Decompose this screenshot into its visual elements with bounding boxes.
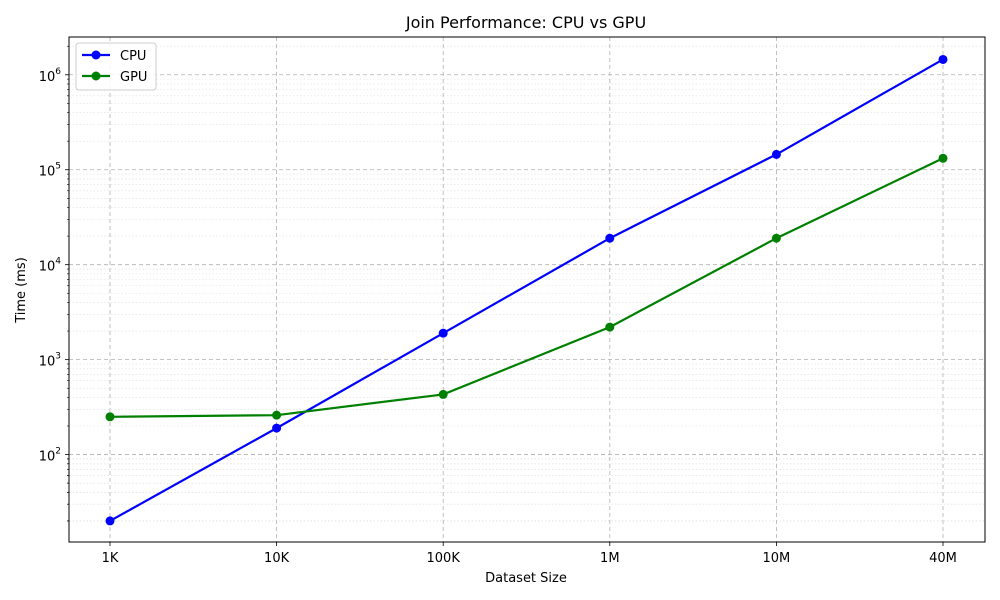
x-tick-label: 1K bbox=[102, 551, 119, 566]
gpu-data-point bbox=[272, 410, 282, 420]
cpu-data-point bbox=[605, 233, 615, 243]
y-tick-label: 102 bbox=[39, 447, 61, 465]
y-tick-label: 104 bbox=[39, 257, 62, 275]
x-tick-label: 100K bbox=[427, 551, 461, 566]
x-tick-label: 40M bbox=[929, 551, 957, 566]
minor-gridlines bbox=[69, 45, 985, 522]
y-tick-label: 105 bbox=[39, 162, 61, 180]
gpu-data-point bbox=[771, 233, 781, 243]
cpu-data-point bbox=[771, 149, 781, 159]
x-axis: 1K 10K 100K 1M 10M 40M bbox=[102, 542, 957, 566]
cpu-legend-marker bbox=[91, 50, 101, 60]
x-tick-label: 1M bbox=[600, 551, 620, 566]
y-tick-label: 106 bbox=[39, 67, 62, 85]
cpu-data-point bbox=[105, 516, 115, 526]
plot-frame bbox=[68, 36, 986, 543]
series-layer bbox=[105, 54, 948, 526]
cpu-data-point bbox=[938, 54, 948, 64]
y-tick-label: 103 bbox=[39, 352, 61, 370]
gpu-series-line bbox=[109, 157, 944, 418]
gpu-data-point bbox=[438, 389, 448, 399]
legend: CPU GPU bbox=[75, 42, 157, 91]
x-tick-label: 10M bbox=[763, 551, 791, 566]
gpu-legend-label: GPU bbox=[120, 70, 147, 85]
cpu-data-point bbox=[438, 328, 448, 338]
x-axis-label: Dataset Size bbox=[485, 571, 567, 586]
y-axis: 102 103 104 105 106 bbox=[39, 45, 69, 522]
cpu-series-line bbox=[109, 58, 944, 522]
gpu-data-point bbox=[105, 412, 115, 422]
cpu-data-point bbox=[272, 423, 282, 433]
gpu-data-point bbox=[605, 322, 615, 332]
chart-title: Join Performance: CPU vs GPU bbox=[405, 13, 646, 32]
gpu-data-point bbox=[938, 153, 948, 163]
x-tick-label: 10K bbox=[264, 551, 290, 566]
y-axis-label: Time (ms) bbox=[14, 257, 29, 324]
gpu-legend-marker bbox=[91, 71, 101, 81]
cpu-legend-label: CPU bbox=[120, 49, 146, 64]
